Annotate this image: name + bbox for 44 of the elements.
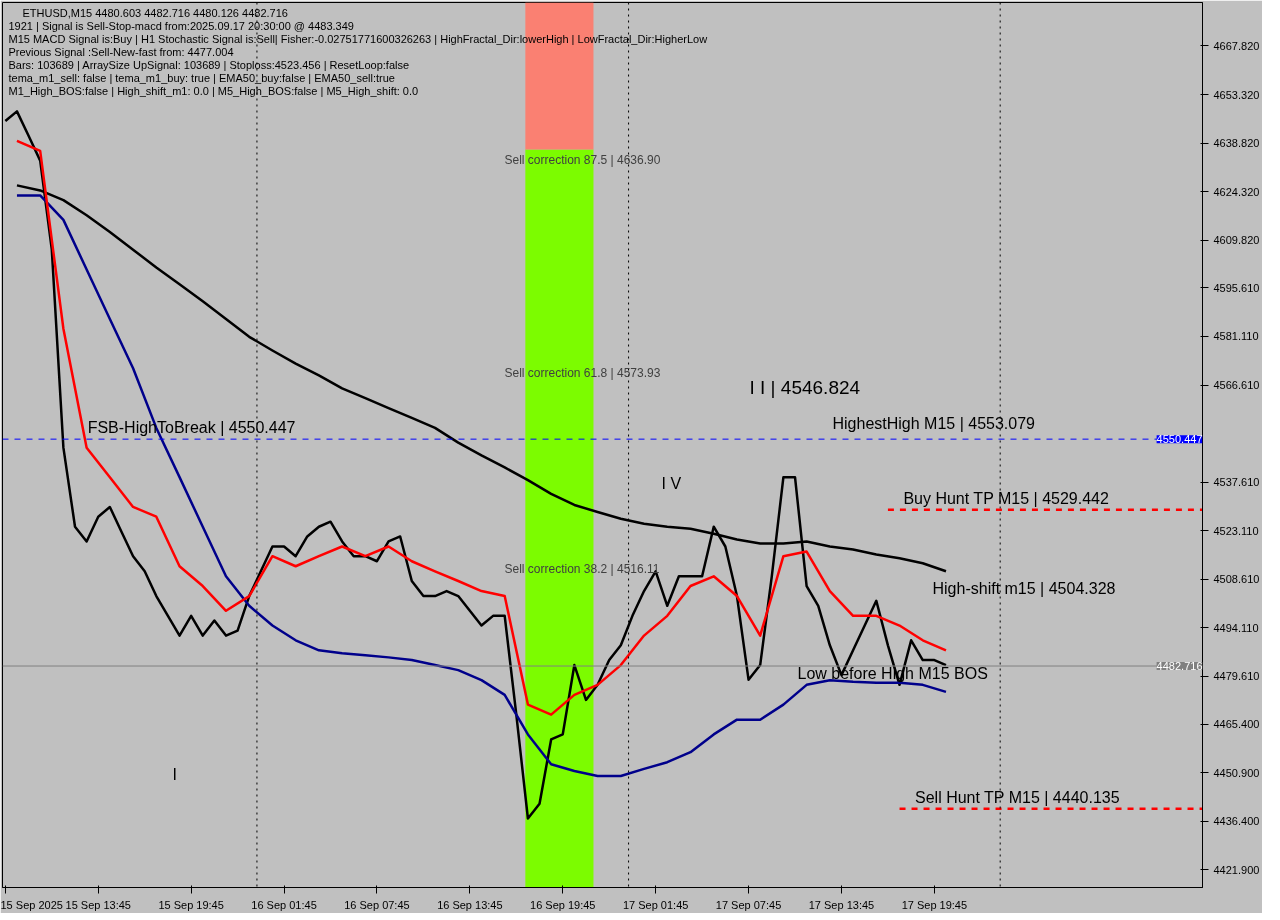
y-tick-label: 4523.110 <box>1213 524 1259 537</box>
y-tick-label: 4624.320 <box>1213 185 1260 198</box>
x-tick-label: 17 Sep 07:45 <box>715 898 782 911</box>
annotation: Sell Hunt TP M15 | 4440.135 <box>915 788 1120 806</box>
y-tick-label: 4537.610 <box>1213 476 1260 489</box>
x-tick-label: 16 Sep 07:45 <box>344 898 410 911</box>
y-tick-label: 4508.610 <box>1213 573 1260 586</box>
annotation: Bars: 103689 | ArraySize UpSignal: 103689 | Stoploss:4523.456 | ResetLoop:false <box>8 58 410 71</box>
x-tick-label: 16 Sep 19:45 <box>530 898 596 911</box>
x-tick-label: 17 Sep 19:45 <box>901 898 968 911</box>
annotation: tema_m1_sell: false | tema_m1_buy: true | EMA50_buy:false | EMA50_sell:true <box>8 71 395 84</box>
annotation: M15 MACD Signal is:Buy | H1 Stochastic Signal is:Sell| Fisher:-0.02751771600326263 | HighFractal_Dir:lowerHigh | LowFractal_Dir:HigherLow <box>8 32 708 45</box>
ref-line-label: 4550.447 <box>1156 433 1203 446</box>
chart-title: ETHUSD,M15 4480.603 4482.716 4480.126 4482.716 <box>22 6 288 19</box>
y-tick-label: 4479.610 <box>1213 670 1260 683</box>
annotation: HighestHigh M15 | 4553.079 <box>832 415 1036 432</box>
annotation: 1921 | Signal is Sell-Stop-macd from:2025.09.17 20:30:00 @ 4483.349 <box>8 19 354 32</box>
y-tick-label: 4638.820 <box>1213 137 1260 150</box>
y-tick-label: 4566.610 <box>1213 379 1260 392</box>
x-tick-label: 16 Sep 01:45 <box>251 898 317 911</box>
y-tick-label: 4494.110 <box>1213 621 1259 634</box>
y-tick-label: 4595.610 <box>1213 281 1260 294</box>
x-tick-label: 15 Sep 2025 <box>0 898 63 911</box>
y-tick-label: 4450.900 <box>1213 766 1260 779</box>
y-tick-label: 4667.820 <box>1213 39 1260 52</box>
y-tick-label: 4609.820 <box>1213 234 1260 247</box>
x-tick-label: 17 Sep 01:45 <box>622 898 689 911</box>
annotation: I <box>172 766 177 783</box>
x-tick-label: 15 Sep 19:45 <box>158 898 224 911</box>
annotation: Previous Signal :Sell-New-fast from: 4477.004 <box>8 45 234 58</box>
x-tick-label: 15 Sep 13:45 <box>65 898 131 911</box>
x-tick-label: 16 Sep 13:45 <box>437 898 503 911</box>
x-tick-label: 17 Sep 13:45 <box>808 898 875 911</box>
ref-line-label: 4482.716 <box>1156 660 1203 673</box>
y-tick-label: 4421.900 <box>1213 863 1260 876</box>
annotation: I I | 4546.824 <box>749 377 861 398</box>
y-tick-label: 4653.320 <box>1213 88 1260 101</box>
annotation: High-shift m15 | 4504.328 <box>932 580 1116 597</box>
y-tick-label: 4436.400 <box>1213 815 1260 828</box>
annotation: M1_High_BOS:false | High_shift_m1: 0.0 | M5_High_BOS:false | M5_High_shift: 0.0 <box>8 84 419 97</box>
y-tick-label: 4581.110 <box>1213 330 1259 343</box>
annotation: I V <box>661 475 682 492</box>
annotation: Buy Hunt TP M15 | 4529.442 <box>903 489 1109 507</box>
y-tick-label: 4465.400 <box>1213 718 1260 731</box>
